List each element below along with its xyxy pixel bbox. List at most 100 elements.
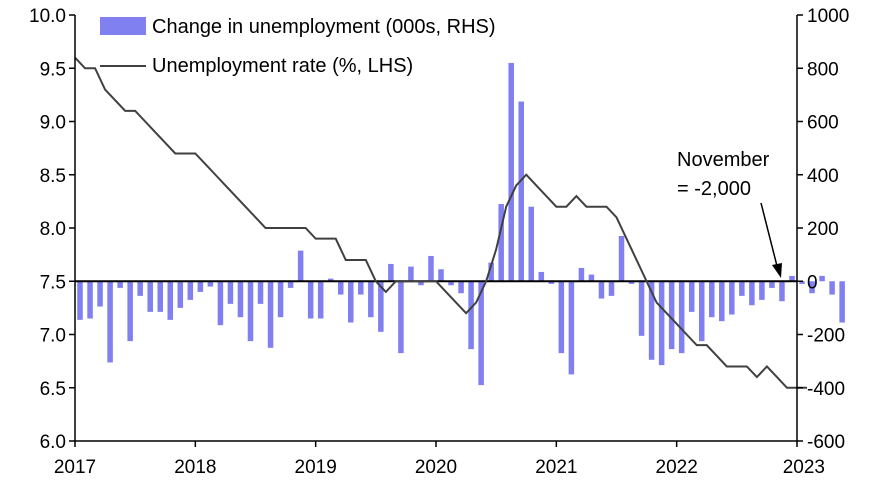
- legend-bar-swatch: [100, 17, 146, 35]
- bar: [618, 235, 625, 282]
- bar: [327, 278, 334, 282]
- bar: [337, 281, 344, 295]
- x-tick-label: 2020: [415, 457, 457, 478]
- bar: [648, 281, 655, 360]
- x-axis-ticks: 2017 2018 2019 2020 2021 2022 2023: [54, 441, 825, 478]
- bar: [588, 274, 595, 282]
- bar: [518, 101, 524, 282]
- bar: [237, 281, 244, 318]
- bar-series: [77, 62, 855, 386]
- bar: [247, 281, 254, 342]
- left-tick-label: 9.0: [40, 113, 66, 134]
- left-tick-label: 8.0: [40, 219, 66, 240]
- bar: [608, 281, 615, 296]
- left-tick-label: 7.5: [40, 272, 66, 293]
- bar: [578, 267, 585, 282]
- left-axis-ticks: 6.0 6.5 7.0 7.5 8.0 8.5 9.0 9.5 10.0: [29, 6, 75, 453]
- bar: [307, 281, 314, 319]
- bar: [87, 281, 93, 319]
- x-tick-label: 2018: [174, 457, 216, 478]
- bar: [197, 281, 204, 292]
- bar: [709, 281, 715, 318]
- bar: [498, 204, 504, 282]
- right-axis-ticks: -600 -400 -200 0 200 400 600 800 1000: [797, 6, 849, 453]
- bar: [598, 281, 605, 299]
- bar: [408, 266, 414, 282]
- bar: [638, 281, 645, 336]
- right-tick-label: -400: [807, 379, 845, 400]
- bar: [698, 281, 705, 342]
- axes: [74, 15, 798, 442]
- bar: [528, 206, 535, 282]
- left-tick-label: 6.5: [40, 379, 66, 400]
- left-tick-label: 7.0: [40, 326, 66, 347]
- x-tick-label: 2017: [54, 457, 96, 478]
- bar: [769, 281, 775, 288]
- bar: [789, 275, 795, 282]
- bar: [438, 269, 444, 282]
- bar: [157, 281, 163, 312]
- bar: [137, 281, 143, 296]
- bar: [257, 281, 264, 304]
- bar: [458, 281, 464, 294]
- bar: [147, 281, 153, 312]
- bar: [398, 281, 404, 354]
- bar: [378, 281, 384, 332]
- legend-bar-label: Change in unemployment (000s, RHS): [152, 16, 496, 38]
- bar: [217, 281, 224, 326]
- left-tick-label: 10.0: [29, 6, 66, 27]
- right-tick-label: 1000: [807, 6, 849, 27]
- right-tick-label: -600: [807, 432, 845, 453]
- bar: [829, 281, 835, 295]
- left-tick-label: 6.0: [40, 432, 66, 453]
- bar: [317, 281, 324, 319]
- bar: [177, 281, 184, 308]
- bar: [729, 281, 735, 315]
- annotation-arrowhead: [772, 263, 782, 278]
- left-tick-label: 8.5: [40, 166, 66, 187]
- bar: [267, 281, 274, 348]
- bar: [558, 281, 565, 354]
- bar: [749, 281, 755, 306]
- x-tick-label: 2023: [783, 457, 825, 478]
- x-tick-label: 2019: [295, 457, 337, 478]
- bar: [127, 281, 133, 342]
- bar: [668, 281, 675, 350]
- right-tick-label: 0: [807, 272, 818, 293]
- bar: [779, 281, 785, 302]
- bar: [658, 281, 665, 366]
- bar: [358, 281, 364, 295]
- bar: [799, 281, 805, 284]
- bar: [719, 281, 725, 322]
- bar: [107, 281, 113, 363]
- bar: [628, 281, 635, 284]
- bar: [117, 281, 123, 288]
- bar: [678, 281, 685, 354]
- bar: [538, 271, 545, 282]
- bar: [448, 281, 454, 286]
- bar: [348, 281, 354, 323]
- bar: [418, 281, 424, 286]
- bar: [809, 281, 815, 294]
- bar: [428, 255, 434, 282]
- bar: [227, 281, 234, 304]
- bar: [759, 281, 765, 300]
- legend-line-label: Unemployment rate (%, LHS): [152, 55, 413, 77]
- bar: [468, 281, 474, 350]
- bar: [839, 281, 845, 323]
- bar: [207, 281, 214, 287]
- bar: [368, 281, 374, 318]
- annotation-line-1: November: [677, 149, 770, 171]
- bar: [568, 281, 575, 375]
- bar: [688, 281, 695, 312]
- x-tick-label: 2022: [656, 457, 698, 478]
- right-tick-label: 200: [807, 219, 839, 240]
- bar: [388, 263, 394, 282]
- right-tick-label: 600: [807, 113, 839, 134]
- legend: Change in unemployment (000s, RHS) Unemp…: [100, 16, 496, 77]
- bar: [739, 281, 745, 296]
- right-tick-label: 400: [807, 166, 839, 187]
- bar: [488, 262, 494, 282]
- bar: [167, 281, 174, 320]
